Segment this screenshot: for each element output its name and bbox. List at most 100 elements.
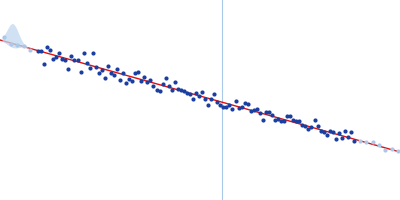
Point (53, 55, 60, 58)
Point (38, 50, 44, 53)
Point (226, 104, 233, 107)
Point (62, 58, 68, 61)
Point (263, 110, 269, 114)
Point (339, 136, 345, 139)
Point (284, 114, 290, 117)
Point (281, 119, 287, 122)
Point (287, 114, 293, 117)
Point (223, 106, 230, 109)
Point (388, 148, 395, 151)
Point (141, 76, 148, 79)
Point (150, 84, 157, 87)
Point (174, 87, 181, 91)
Point (332, 138, 339, 141)
Point (293, 119, 300, 123)
Point (77, 71, 84, 74)
Point (348, 130, 354, 134)
Point (147, 78, 154, 82)
Point (27, 49, 33, 52)
Point (242, 102, 248, 105)
Point (184, 91, 190, 94)
Point (80, 51, 87, 54)
Point (50, 57, 56, 61)
Point (168, 88, 175, 92)
Point (220, 105, 226, 108)
Point (135, 71, 142, 74)
Point (178, 89, 184, 92)
Point (235, 106, 242, 109)
Point (92, 65, 99, 69)
Point (376, 143, 382, 147)
Point (159, 83, 166, 86)
Point (138, 79, 144, 82)
Point (330, 130, 336, 133)
Point (47, 49, 53, 52)
Point (14, 43, 20, 46)
Point (351, 139, 357, 142)
Point (211, 92, 218, 95)
Point (217, 103, 224, 106)
Point (56, 52, 62, 55)
Point (324, 133, 330, 136)
Point (302, 124, 308, 127)
Point (214, 101, 220, 104)
Point (254, 108, 260, 111)
Point (74, 58, 81, 62)
Point (99, 68, 105, 72)
Point (190, 98, 196, 101)
Point (7, 42, 14, 46)
Point (238, 106, 245, 109)
Point (266, 110, 272, 114)
Point (345, 135, 351, 138)
Point (229, 108, 236, 111)
Point (208, 98, 214, 101)
Point (272, 119, 278, 122)
Point (363, 140, 370, 144)
Point (196, 94, 202, 98)
Point (202, 97, 208, 100)
Point (308, 126, 315, 129)
Point (108, 71, 114, 74)
Point (123, 81, 129, 84)
Point (84, 62, 90, 65)
Point (275, 117, 281, 120)
Point (290, 118, 296, 121)
Point (129, 80, 135, 83)
Point (193, 91, 199, 95)
Point (41, 62, 47, 65)
Point (156, 90, 163, 93)
Point (342, 130, 348, 133)
Point (132, 71, 138, 74)
Point (257, 112, 263, 115)
Point (102, 76, 108, 79)
Point (317, 129, 324, 133)
Point (90, 51, 96, 54)
Point (326, 129, 333, 133)
Point (96, 71, 102, 74)
Point (71, 58, 78, 62)
Point (117, 78, 123, 81)
Point (44, 45, 50, 48)
Point (114, 67, 120, 70)
Point (269, 113, 275, 116)
Point (1, 35, 7, 39)
Point (59, 58, 66, 61)
Point (35, 49, 41, 52)
Point (244, 102, 251, 106)
Point (172, 80, 178, 84)
Point (370, 141, 376, 144)
Point (250, 108, 257, 111)
Point (260, 118, 266, 122)
Point (86, 66, 93, 69)
Point (153, 88, 160, 92)
Point (199, 91, 205, 94)
Point (336, 132, 342, 135)
Point (314, 124, 321, 127)
Point (181, 89, 187, 92)
Point (65, 67, 72, 70)
Point (162, 77, 169, 80)
Point (120, 71, 126, 74)
Point (105, 65, 111, 68)
Point (311, 118, 318, 122)
Point (20, 44, 27, 47)
